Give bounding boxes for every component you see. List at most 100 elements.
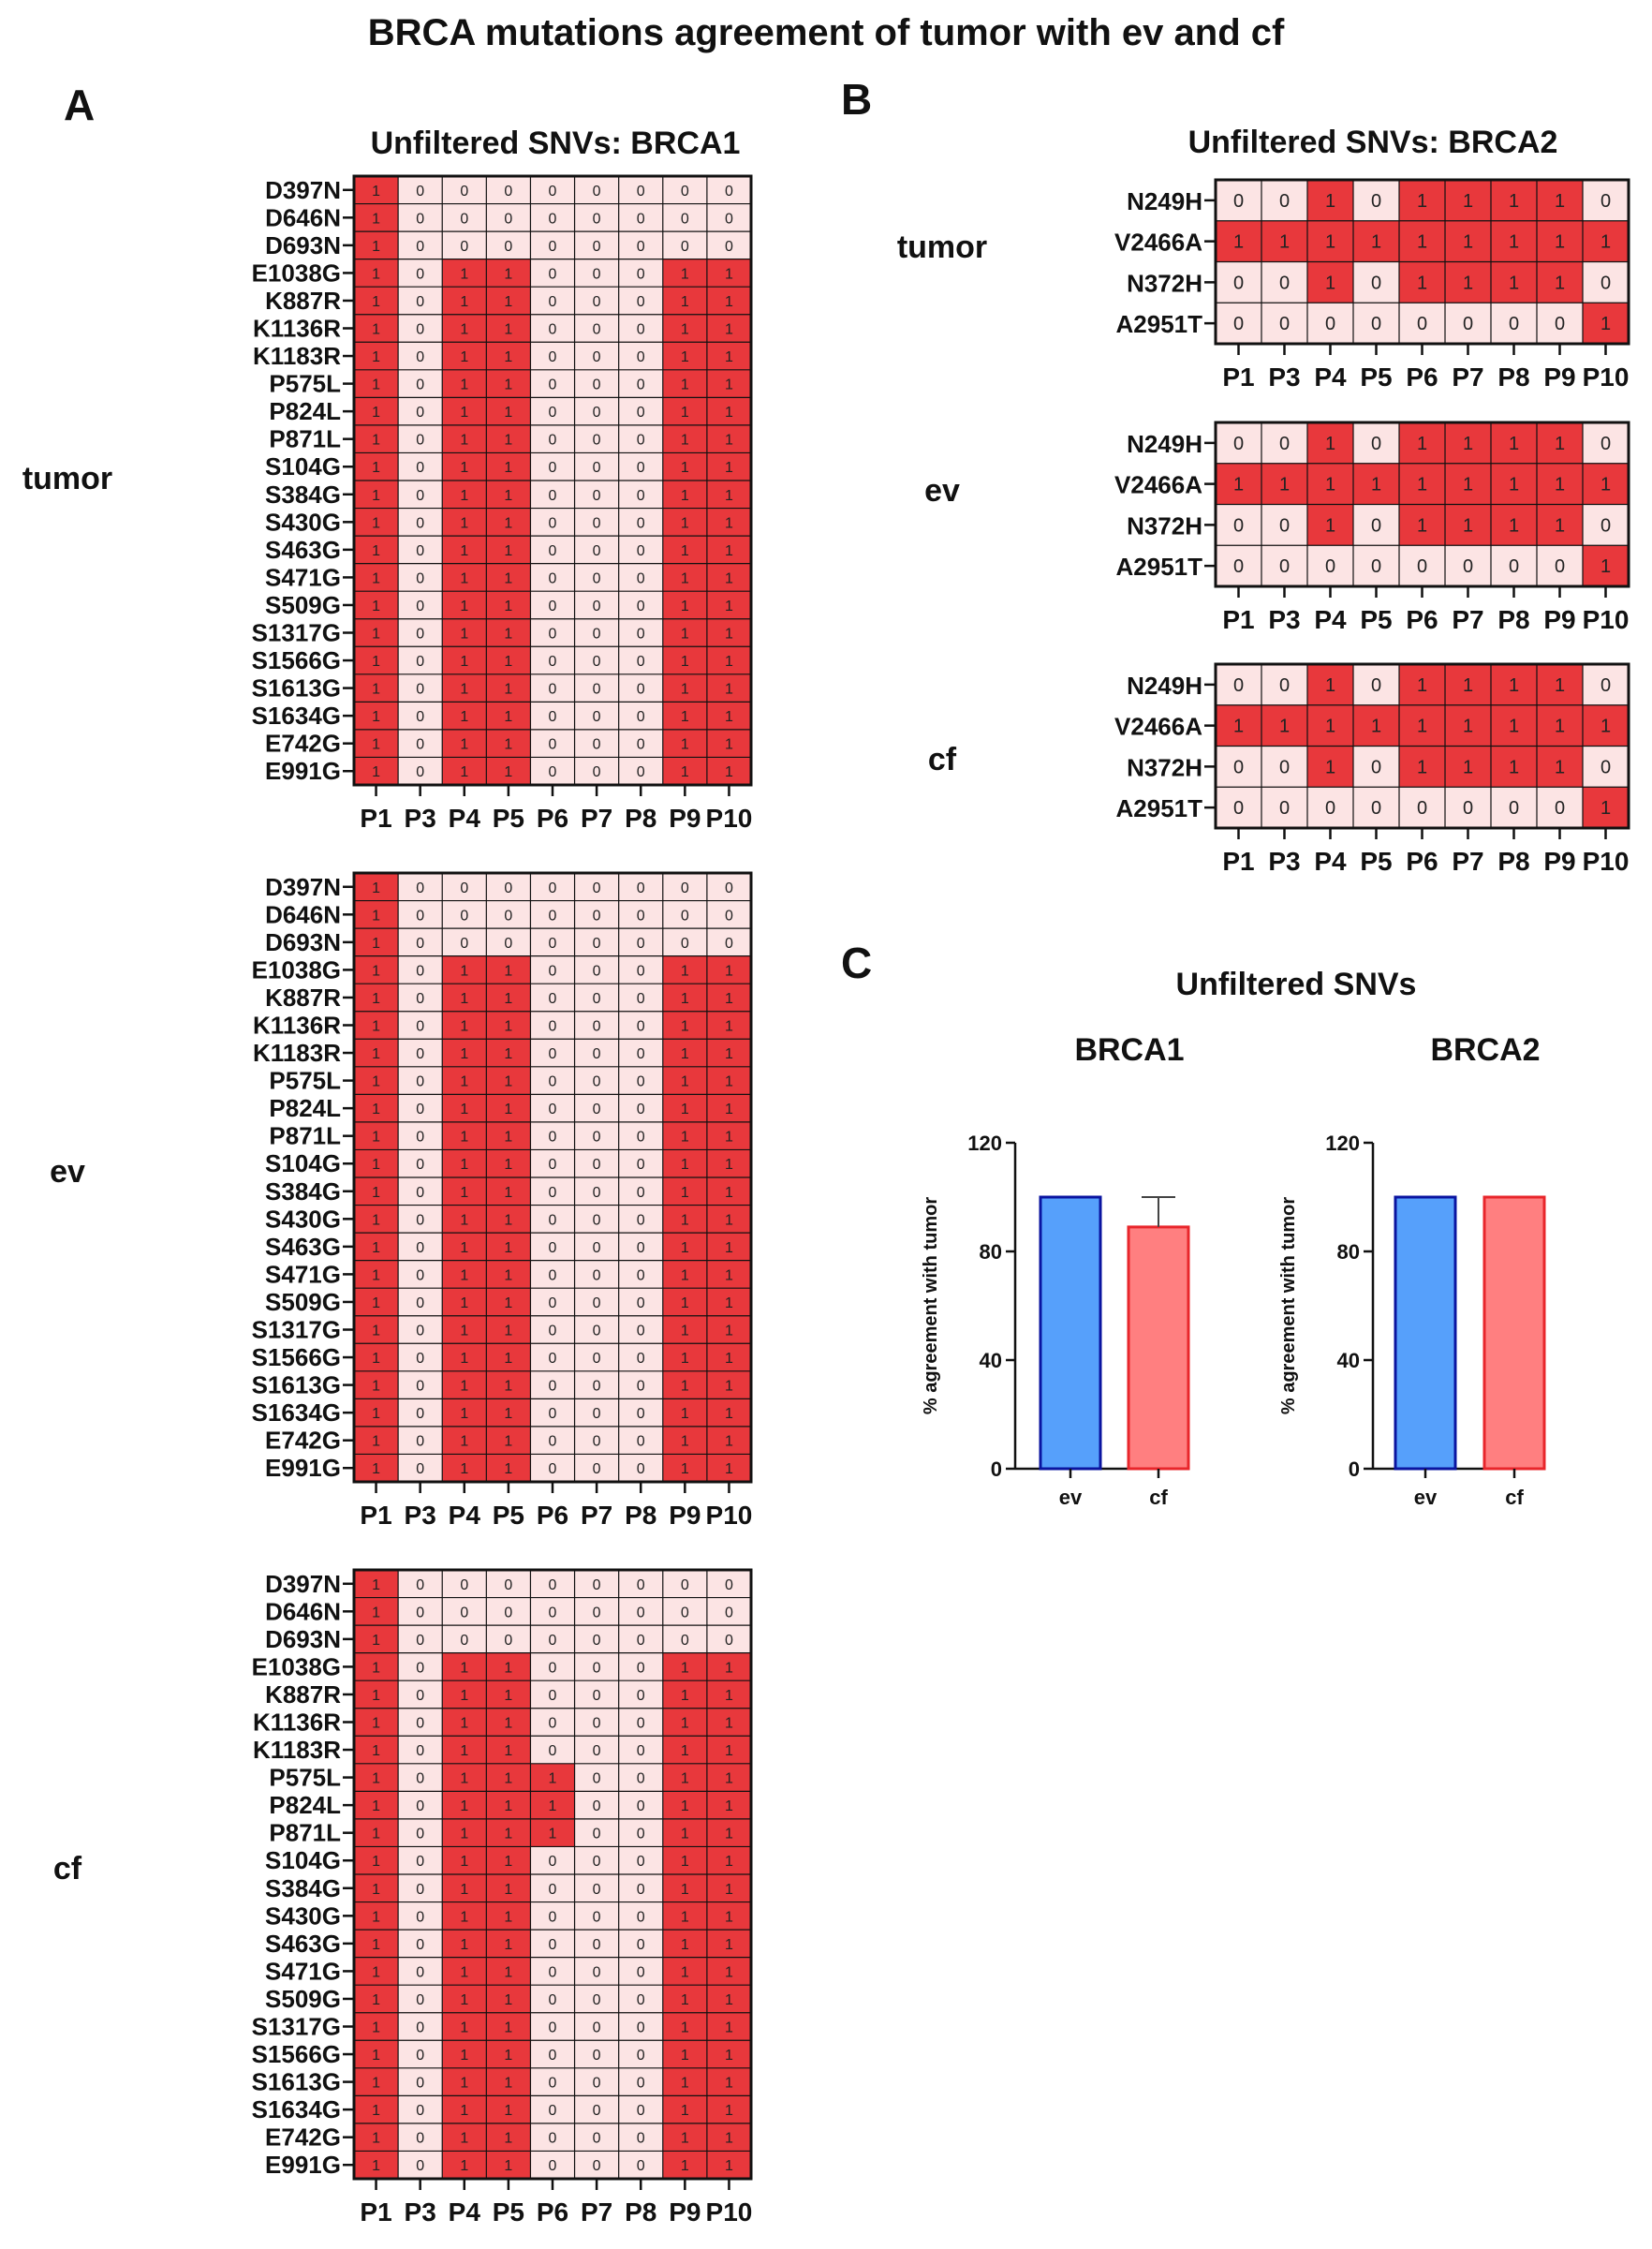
heatmap-cell-label: 1	[372, 266, 380, 282]
heatmap-cell-label: 1	[460, 377, 468, 393]
heatmap-cell	[1261, 422, 1307, 464]
heatmap-cell-label: 0	[637, 1434, 645, 1450]
heatmap-col-label: P3	[405, 1501, 436, 1530]
heatmap-cell-label: 0	[637, 1102, 645, 1117]
heatmap-cell	[706, 1791, 751, 1819]
heatmap-cell	[398, 287, 443, 315]
heatmap-cell-label: 0	[1600, 515, 1611, 536]
heatmap-cell-label: 0	[1325, 556, 1335, 577]
heatmap-cell	[1261, 261, 1307, 303]
heatmap-cell	[354, 452, 399, 481]
heatmap-cell-label: 1	[372, 1827, 380, 1842]
heatmap-cell-label: 0	[637, 1633, 645, 1649]
heatmap-cell-label: 1	[725, 2131, 733, 2147]
heatmap-cell	[574, 1708, 619, 1737]
heatmap-cell	[662, 563, 707, 592]
heatmap-cell	[354, 424, 399, 453]
heatmap-cell-label: 0	[416, 1434, 424, 1450]
heatmap-cell-label: 1	[1509, 675, 1519, 696]
heatmap-cell-label: 1	[1555, 515, 1565, 536]
heatmap-cell	[442, 729, 487, 758]
heatmap-cell-label: 1	[725, 1185, 733, 1201]
heatmap-cell	[662, 1121, 707, 1150]
heatmap-cell-label: 1	[504, 963, 512, 979]
heatmap-cell	[442, 1874, 487, 1902]
heatmap-cell	[706, 1149, 751, 1177]
heatmap-cell-label: 0	[416, 211, 424, 227]
heatmap-a-ev: 1 0 0 0 0 0 0 0 01 0 0 0 0 0 0 0 01 0 0 0 0 0 0 0 01 0 1 1 0 0 0 1 11 0 1 1…	[252, 871, 753, 1530]
heatmap-cell-label: 0	[549, 488, 557, 504]
heatmap-cell-label: 1	[1325, 675, 1335, 696]
heatmap-cell-label: 0	[637, 1798, 645, 1814]
heatmap-cell-label: 1	[372, 908, 380, 924]
figure-title: BRCA mutations agreement of tumor with e…	[368, 12, 1285, 53]
heatmap-cell	[706, 1205, 751, 1234]
heatmap-cell	[398, 1791, 443, 1819]
heatmap-cell-label: 0	[549, 1743, 557, 1759]
panel-label-c: C	[841, 939, 872, 987]
heatmap-cell	[1583, 180, 1629, 221]
heatmap-cell	[442, 1011, 487, 1040]
heatmap-cell-label: 1	[725, 2020, 733, 2036]
heatmap-cell-label: 1	[1509, 191, 1519, 212]
heatmap-cell-label: 0	[416, 682, 424, 698]
heatmap-cell-label: 1	[681, 1074, 689, 1090]
heatmap-cell	[530, 757, 575, 785]
heatmap-cell-label: 1	[372, 1074, 380, 1090]
heatmap-cell	[398, 1177, 443, 1206]
heatmap-cell-label: 0	[637, 1909, 645, 1925]
heatmap-cell-label: 0	[637, 1295, 645, 1311]
heatmap-cell-label: 1	[372, 1605, 380, 1620]
heatmap-cell	[354, 369, 399, 398]
heatmap-cell-label: 0	[549, 1605, 557, 1620]
heatmap-cell	[706, 176, 751, 204]
heatmap-cell	[442, 618, 487, 647]
heatmap-cell-label: 1	[1509, 717, 1519, 737]
heatmap-cell	[1537, 664, 1583, 705]
heatmap-cell-label: 1	[681, 1379, 689, 1395]
heatmap-cell-label: 0	[1233, 675, 1244, 696]
heatmap-cell	[530, 873, 575, 901]
heatmap-cell-label: 0	[416, 1102, 424, 1117]
heatmap-cell-label: 1	[1325, 717, 1335, 737]
heatmap-cell-label: 1	[1509, 232, 1519, 253]
heatmap-cell-label: 1	[725, 266, 733, 282]
heatmap-cell	[574, 1625, 619, 1653]
heatmap-b-tumor: 0 0 1 0 1 1 1 1 01 1 1 1 1 1 1 1 10 0 1 0 1 1 1 1 00 0 0 0 0 0 0 0 1N249…	[1114, 178, 1630, 392]
heatmap-cell	[354, 1930, 399, 1958]
heatmap-cell	[706, 2040, 751, 2068]
heatmap-cell-label: 0	[1371, 675, 1381, 696]
heatmap-row-label: S509G	[265, 591, 341, 619]
heatmap-cell	[574, 1763, 619, 1792]
heatmap-cell-label: 0	[549, 239, 557, 255]
heatmap-cell	[442, 984, 487, 1012]
group-label-cf: cf	[928, 742, 957, 777]
heatmap-cell	[486, 2095, 531, 2123]
heatmap-cell-label: 0	[593, 1240, 601, 1256]
heatmap-cell	[398, 1121, 443, 1150]
heatmap-cell	[1445, 303, 1491, 344]
heatmap-cell	[398, 1066, 443, 1095]
heatmap-cell	[398, 342, 443, 370]
heatmap-cell-label: 1	[681, 1854, 689, 1870]
heatmap-cell-label: 0	[593, 294, 601, 310]
heatmap-cell-label: 0	[593, 1605, 601, 1620]
heatmap-cell	[398, 729, 443, 758]
heatmap-cell-label: 1	[372, 1461, 380, 1477]
heatmap-row-label: E1038G	[252, 259, 341, 287]
heatmap-cell-label: 0	[549, 1882, 557, 1898]
heatmap-cell	[398, 1930, 443, 1958]
heatmap-row-label: D397N	[265, 176, 341, 204]
heatmap-cell-label: 1	[372, 682, 380, 698]
heatmap-cell-label: 0	[416, 266, 424, 282]
heatmap-cell-label: 1	[460, 1351, 468, 1367]
heatmap-cell	[398, 369, 443, 398]
heatmap-cell	[530, 1011, 575, 1040]
heatmap-cell	[574, 2095, 619, 2123]
heatmap-cell	[486, 369, 531, 398]
heatmap-cell-label: 0	[593, 1379, 601, 1395]
heatmap-cell-label: 1	[504, 1716, 512, 1732]
heatmap-cell	[1307, 303, 1353, 344]
heatmap-cell-label: 0	[637, 1827, 645, 1842]
heatmap-cell-label: 0	[1371, 556, 1381, 577]
